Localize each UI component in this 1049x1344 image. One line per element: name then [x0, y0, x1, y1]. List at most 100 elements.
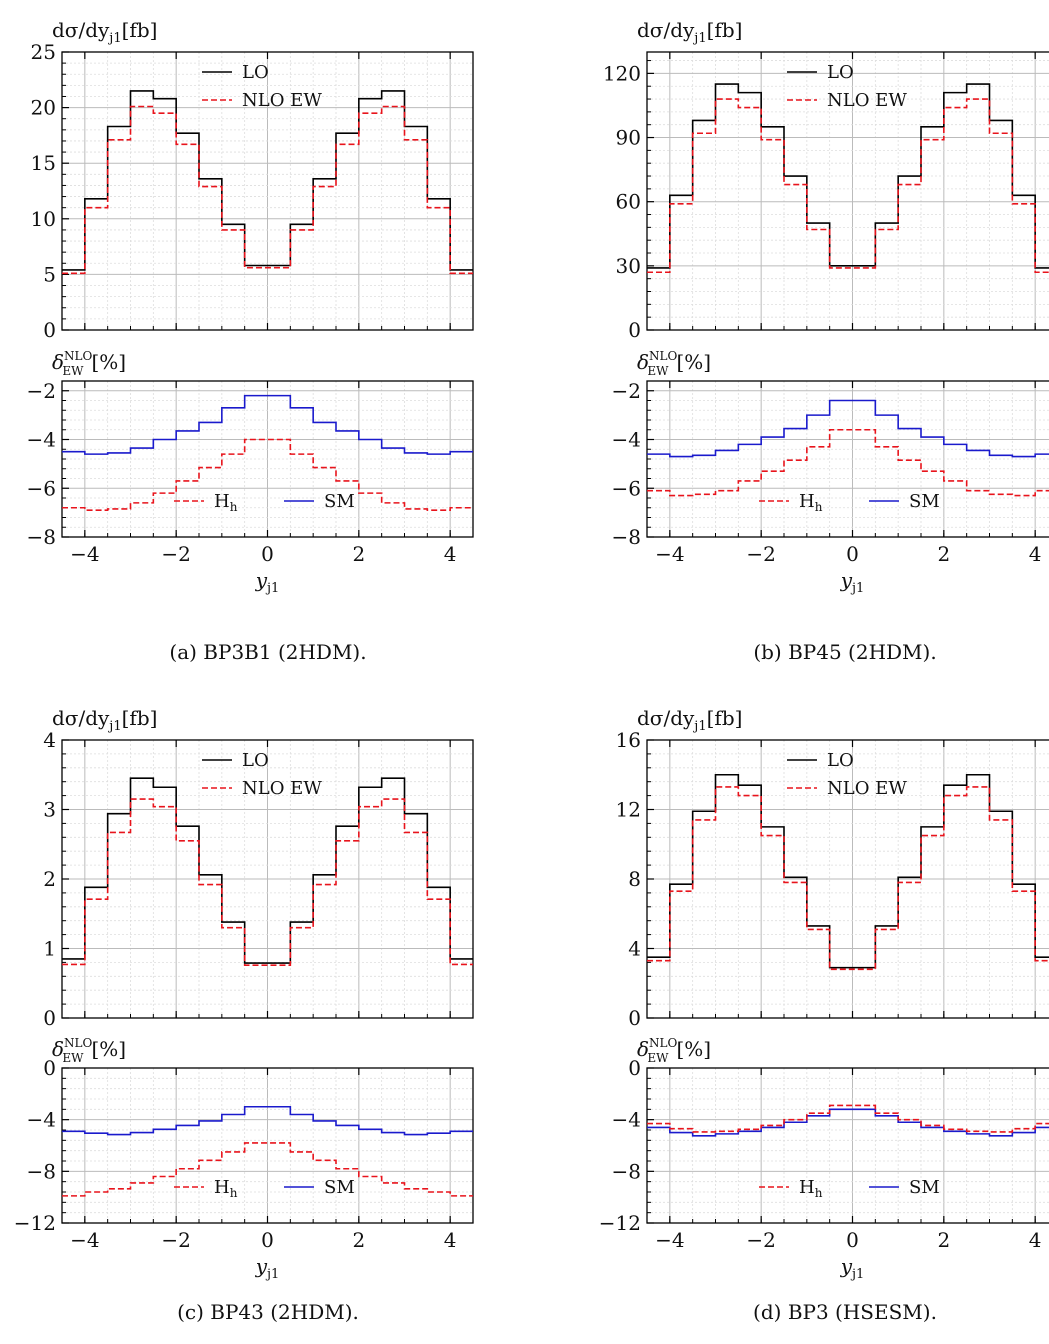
lower-y-label: δNLO EW [%]	[637, 1036, 711, 1065]
upper-ytick-label: 0	[43, 318, 56, 342]
upper-ytick-label: 60	[616, 190, 641, 214]
x-tick-label: −4	[70, 542, 99, 566]
sm-correction	[647, 1108, 1049, 1137]
legend-sm-label: SM	[909, 491, 940, 512]
x-tick-label: 4	[444, 542, 457, 566]
upper-ytick-label: 0	[628, 318, 641, 342]
upper-y-label: dσ/dyj1[fb]	[637, 706, 742, 734]
x-tick-label: 2	[937, 1228, 950, 1252]
lower-ytick-label: −4	[27, 428, 56, 452]
lower-y-label: δNLO EW [%]	[52, 349, 126, 378]
nlo-ew-histogram	[62, 798, 473, 966]
lower-ytick-label: −12	[599, 1211, 641, 1235]
x-tick-label: 2	[352, 1228, 365, 1252]
hh-correction	[647, 428, 1049, 497]
caption-c: (c) BP43 (2HDM).	[177, 1300, 359, 1324]
caption-d: (d) BP3 (HSESM).	[753, 1300, 937, 1324]
legend-hh-label: Hh	[214, 1177, 238, 1200]
upper-frame	[61, 739, 474, 1019]
sm-correction	[647, 399, 1049, 458]
panel-d: 0 4 8 12 16 LO NLO EW dσ/dyj1[fb] −12 −8 −4 0 −4 −2 0 2…	[599, 706, 1049, 1282]
x-tick-label: 0	[261, 1228, 274, 1252]
lower-frame	[61, 1067, 474, 1224]
x-tick-label: −2	[746, 542, 775, 566]
lower-ytick-label: −8	[612, 525, 641, 549]
x-tick-label: 4	[1029, 542, 1042, 566]
legend-sm-label: SM	[324, 1177, 355, 1198]
nlo-ew-histogram	[647, 786, 1049, 971]
lower-ytick-label: −4	[612, 1108, 641, 1132]
legend-lo-label: LO	[827, 750, 854, 771]
upper-ytick-label: 120	[603, 61, 641, 85]
lower-ytick-label: −6	[27, 476, 56, 500]
x-tick-label: 4	[1029, 1228, 1042, 1252]
hh-correction	[62, 438, 473, 511]
x-tick-label: −4	[655, 542, 684, 566]
x-axis-label: yj1	[840, 1254, 865, 1282]
upper-ytick-label: 1	[43, 937, 56, 961]
x-tick-label: 0	[846, 1228, 859, 1252]
lower-ytick-label: −4	[612, 428, 641, 452]
lower-ytick-label: −2	[27, 379, 56, 403]
x-axis-label: yj1	[255, 1254, 280, 1282]
x-tick-label: 4	[444, 1228, 457, 1252]
lower-ytick-label: −12	[14, 1211, 56, 1235]
upper-frame	[61, 51, 474, 331]
upper-ytick-label: 8	[628, 867, 641, 891]
upper-y-label: dσ/dyj1[fb]	[637, 18, 742, 46]
upper-y-label: dσ/dyj1[fb]	[52, 706, 157, 734]
hh-correction	[647, 1104, 1049, 1133]
x-tick-label: −4	[655, 1228, 684, 1252]
upper-ytick-label: 10	[31, 207, 56, 231]
upper-ytick-label: 0	[43, 1006, 56, 1030]
upper-ytick-label: 15	[31, 151, 56, 175]
x-tick-label: −2	[746, 1228, 775, 1252]
legend-sm-label: SM	[909, 1177, 940, 1198]
lower-ytick-label: −6	[612, 476, 641, 500]
upper-ytick-label: 5	[43, 262, 56, 286]
x-tick-label: 2	[937, 542, 950, 566]
legend-lo-label: LO	[827, 62, 854, 83]
x-tick-label: −2	[161, 542, 190, 566]
panel-c: 0 1 2 3 4 LO NLO EW dσ/dyj1[fb] −12 −8 −4 0 −4 −2 0 2 4 H…	[14, 706, 474, 1282]
legend-sm-label: SM	[324, 491, 355, 512]
legend-nlo-label: NLO EW	[242, 778, 322, 799]
x-tick-label: −2	[161, 1228, 190, 1252]
x-tick-label: 0	[846, 542, 859, 566]
lo-histogram	[62, 90, 473, 271]
x-axis-label: yj1	[840, 568, 865, 596]
legend-hh-label: Hh	[799, 491, 823, 514]
upper-ytick-label: 30	[616, 254, 641, 278]
lower-frame	[61, 380, 474, 538]
lo-histogram	[62, 777, 473, 964]
lower-ytick-label: −2	[612, 379, 641, 403]
lower-ytick-label: 0	[628, 1056, 641, 1080]
upper-ytick-label: 16	[616, 728, 641, 752]
lower-frame	[646, 380, 1049, 538]
x-tick-label: −4	[70, 1228, 99, 1252]
panel-b: 0 30 60 90 120 LO NLO EW dσ/dyj1[fb] −8 −6 −4 −2 −4 −…	[603, 18, 1049, 596]
legend-lo-label: LO	[242, 750, 269, 771]
upper-ytick-label: 25	[31, 40, 56, 64]
x-axis-label: yj1	[255, 568, 280, 596]
upper-y-label: dσ/dyj1[fb]	[52, 18, 157, 46]
upper-ytick-label: 12	[616, 798, 641, 822]
lower-y-label: δNLO EW [%]	[52, 1036, 126, 1065]
lower-ytick-label: −4	[27, 1108, 56, 1132]
legend-lo-label: LO	[242, 62, 269, 83]
lower-ytick-label: −8	[27, 1159, 56, 1183]
upper-ytick-label: 90	[616, 126, 641, 150]
nlo-ew-histogram	[62, 105, 473, 275]
legend-nlo-label: NLO EW	[242, 90, 322, 111]
lo-histogram	[647, 773, 1049, 969]
lower-y-label: δNLO EW [%]	[637, 349, 711, 378]
upper-frame	[646, 739, 1049, 1019]
legend-hh-label: Hh	[799, 1177, 823, 1200]
upper-ytick-label: 2	[43, 867, 56, 891]
upper-ytick-label: 0	[628, 1006, 641, 1030]
lower-frame	[646, 1067, 1049, 1224]
upper-ytick-label: 4	[628, 937, 641, 961]
